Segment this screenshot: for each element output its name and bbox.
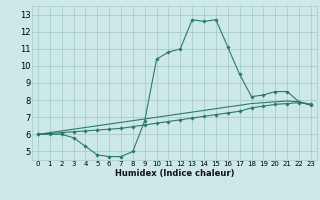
X-axis label: Humidex (Indice chaleur): Humidex (Indice chaleur)	[115, 169, 234, 178]
